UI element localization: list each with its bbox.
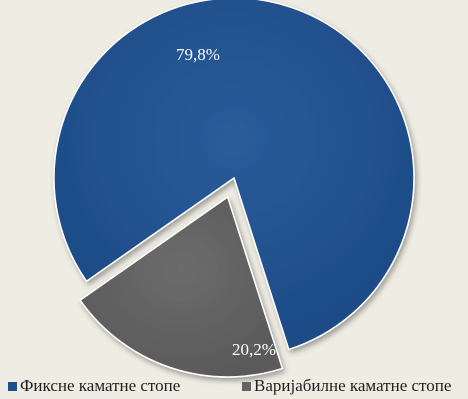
legend-item-fixed: Фиксне каматне стопе [8, 376, 180, 396]
pie-slice-fixed [53, 0, 415, 351]
legend-label-variable: Варијабилне каматне стопе [254, 376, 452, 395]
legend-label-fixed: Фиксне каматне стопе [20, 376, 181, 395]
legend-item-variable: Варијабилне каматне стопе [242, 376, 451, 396]
legend-swatch-variable [242, 381, 251, 391]
legend: Фиксне каматне стопе Варијабилне каматне… [8, 376, 468, 396]
legend-swatch-fixed [8, 381, 17, 391]
pie-slice-variable [79, 195, 284, 378]
data-label-fixed: 79,8% [176, 45, 220, 64]
data-label-variable: 20,2% [232, 340, 276, 359]
